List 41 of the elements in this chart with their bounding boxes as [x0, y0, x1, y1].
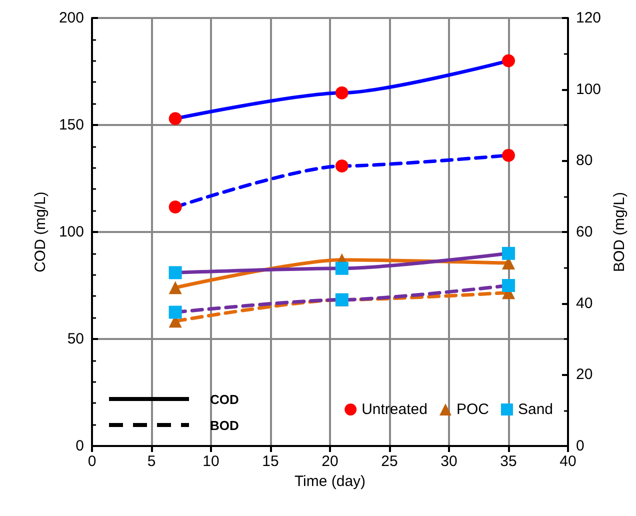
x-tick-label: 40 — [560, 453, 576, 470]
x-axis-title: Time (day) — [294, 472, 366, 490]
point — [335, 262, 348, 275]
y-tick-label: 50 — [67, 330, 84, 348]
annotation: BOD — [210, 418, 239, 432]
y2-tick-label: 120 — [576, 10, 602, 26]
point — [335, 160, 348, 173]
point — [502, 148, 515, 162]
point — [335, 86, 348, 100]
y2-tick-label: 0 — [576, 438, 584, 454]
x-tick-label: 35 — [500, 453, 517, 470]
point — [502, 246, 515, 260]
annotation: COD — [210, 392, 239, 406]
x-tick-label: 30 — [440, 453, 458, 470]
y-tick-label: 0 — [76, 438, 84, 454]
y2-tick-label: 20 — [576, 366, 593, 384]
point — [502, 54, 515, 68]
legend-label: POC — [456, 401, 490, 418]
y2-tick-label: 40 — [576, 294, 593, 312]
point — [168, 266, 182, 280]
y-tick-label: 100 — [58, 224, 84, 240]
legend-label: Sand — [518, 401, 554, 418]
y-axis-title: COD (mg/L) — [32, 192, 50, 272]
x-tick-label: 25 — [381, 453, 398, 470]
point — [168, 200, 182, 214]
y-tick-label: 200 — [58, 10, 84, 26]
y2-axis-title: BOD (mg/L) — [610, 192, 628, 272]
point — [168, 112, 182, 126]
x-tick-label: 20 — [322, 453, 338, 470]
x-tick-label: 5 — [147, 453, 156, 470]
y-tick-label: 150 — [58, 116, 84, 134]
x-tick-label: 15 — [262, 453, 279, 470]
legend-label: Untreated — [362, 401, 428, 418]
point — [168, 281, 182, 294]
point — [168, 306, 182, 319]
point — [502, 279, 515, 292]
y2-tick-label: 60 — [576, 224, 593, 240]
x-tick-label: 0 — [88, 453, 96, 470]
y2-tick-label: 80 — [576, 152, 593, 170]
y2-tick-label: 100 — [576, 80, 602, 98]
x-tick-label: 10 — [202, 453, 220, 470]
